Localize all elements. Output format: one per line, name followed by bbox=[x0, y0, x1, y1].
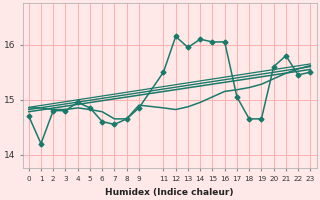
X-axis label: Humidex (Indice chaleur): Humidex (Indice chaleur) bbox=[105, 188, 234, 197]
